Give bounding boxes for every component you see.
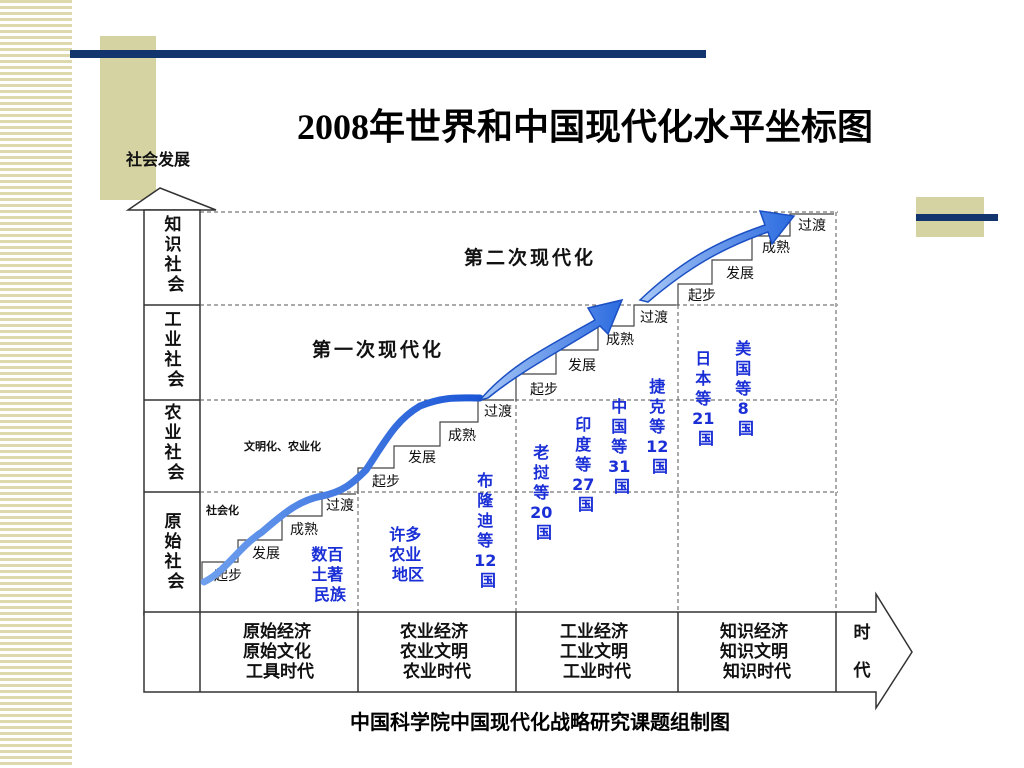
country-group-czech: 捷 克 等 12 国 (646, 377, 674, 476)
step-mature: 成熟 (448, 428, 476, 444)
step-start: 起步 (530, 382, 558, 398)
era-labels: 原始经济 原始文化 工具时代 农业经济 农业文明 农业时代 工业经济 工业文明 … (243, 621, 794, 682)
stage-label-primitive: 原 始 社 会 (164, 512, 188, 592)
phase-step-labels: 起步 发展 成熟 过渡 起步 发展 成熟 过渡 起步 发展 成熟 过渡 起步 发… (214, 218, 826, 584)
step-develop: 发展 (726, 266, 754, 282)
country-group-india: 印 度 等 27 国 (572, 415, 600, 514)
x-axis-label-2: 代 (853, 660, 871, 681)
step-start: 起步 (372, 474, 400, 490)
development-curve (200, 394, 484, 586)
grid-lines (200, 211, 838, 612)
decorative-stripes (0, 0, 72, 768)
y-axis: 社会发展 (125, 150, 217, 616)
country-group-japan: 日 本 等 21 国 (692, 349, 720, 448)
right-rule (916, 214, 998, 221)
x-axis-label-1: 时 (854, 623, 871, 643)
tan-block (100, 36, 156, 200)
slide-decoration (70, 36, 998, 237)
step-develop: 发展 (568, 358, 596, 374)
stage-labels: 知 识 社 会 工 业 社 会 农 业 社 会 原 始 社 会 (164, 214, 188, 592)
x-axis: 时 代 (143, 591, 913, 711)
first-modernization-arrow (477, 298, 624, 402)
country-group-china: 中 国 等 31 国 (608, 397, 636, 496)
country-group-usa: 美 国 等 8 国 (734, 339, 757, 438)
step-transition: 过渡 (326, 498, 354, 514)
era-knowledge: 知识经济 知识文明 知识时代 (719, 621, 794, 682)
slide-title: 2008年世界和中国现代化水平坐标图 (296, 107, 873, 147)
stage-label-knowledge: 知 识 社 会 (164, 214, 188, 295)
country-group-burundi: 布 隆 迪 等 12 国 (474, 471, 502, 590)
era-industrial: 工业经济 工业文明 工业时代 (560, 621, 634, 682)
step-develop: 发展 (408, 450, 436, 466)
country-group-indigenous: 数百 土著 民族 (311, 545, 349, 604)
step-develop: 发展 (252, 546, 280, 562)
step-start: 起步 (688, 288, 716, 304)
step-mature: 成熟 (290, 522, 318, 538)
step-mature: 成熟 (762, 240, 790, 256)
stage-label-industrial: 工 业 社 会 (164, 310, 188, 390)
primitive-note: 社会化 (205, 503, 239, 517)
era-primitive: 原始经济 原始文化 工具时代 (243, 621, 317, 682)
stage-label-agricultural: 农 业 社 会 (164, 402, 188, 483)
step-transition: 过渡 (484, 404, 512, 420)
era-agricultural: 农业经济 农业文明 农业时代 (399, 621, 474, 682)
step-transition: 过渡 (798, 218, 826, 234)
step-mature: 成熟 (606, 332, 634, 348)
top-rule (70, 50, 706, 58)
second-modernization-label: 第二次现代化 (464, 246, 596, 269)
second-modernization-arrow (638, 210, 796, 303)
country-group-laos: 老 挝 等 20 国 (530, 443, 558, 542)
country-group-agricultural-regions: 许多 农业 地区 (388, 525, 427, 584)
country-groups: 数百 土著 民族 许多 农业 地区 布 隆 迪 等 12 国 老 挝 等 20 … (311, 339, 757, 604)
y-axis-label: 社会发展 (125, 150, 191, 169)
first-modernization-label: 第一次现代化 (312, 338, 444, 361)
step-transition: 过渡 (640, 310, 668, 326)
stage-column (143, 209, 201, 616)
source-caption: 中国科学院中国现代化战略研究课题组制图 (350, 710, 730, 734)
x-axis-arrow (143, 591, 913, 711)
process-note: 文明化、农业化 (244, 439, 321, 453)
